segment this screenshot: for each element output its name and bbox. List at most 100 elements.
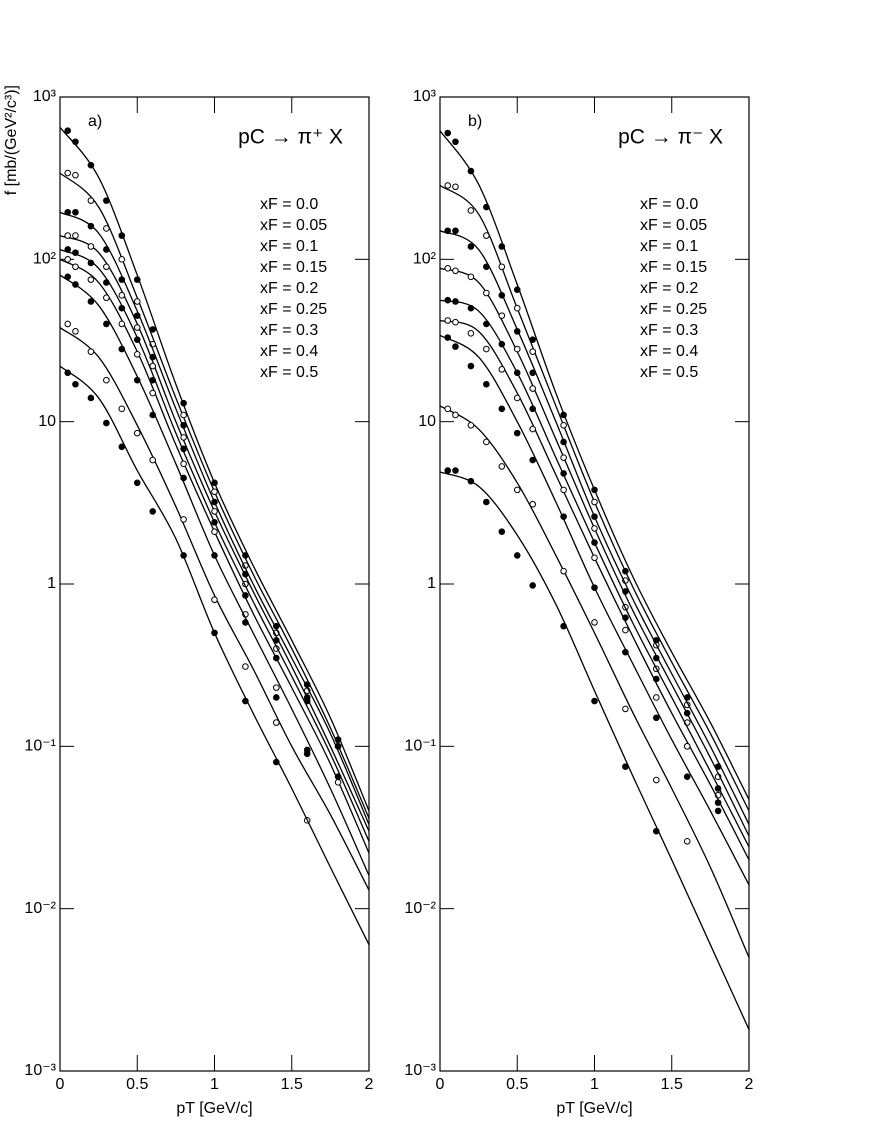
y-tick-label: 10⁻¹: [24, 738, 56, 755]
y-axis-label: f [mb/(GeV²/c³)]: [3, 85, 20, 195]
data-point: [149, 456, 156, 464]
data-point: [103, 419, 110, 427]
plot-frame: [439, 96, 750, 1072]
data-point: [513, 369, 521, 377]
data-point: [683, 838, 691, 845]
x-tick-label: 1: [210, 1076, 219, 1093]
data-point: [560, 486, 567, 494]
data-point: [560, 513, 567, 520]
data-point: [560, 454, 567, 461]
data-point: [498, 528, 506, 535]
data-point: [483, 438, 490, 446]
data-point: [72, 380, 79, 388]
data-point: [529, 582, 537, 589]
data-point: [180, 411, 187, 419]
data-point: [591, 486, 598, 494]
data-point: [452, 467, 459, 474]
data-point: [118, 276, 126, 283]
data-point: [714, 807, 722, 815]
y-tick-label: 10⁻¹: [404, 738, 436, 755]
data-point: [118, 405, 126, 413]
legend-entry: xF = 0.25: [260, 301, 327, 318]
fit-curve: [439, 319, 750, 861]
data-point: [133, 298, 141, 305]
data-point: [529, 348, 537, 355]
data-point: [180, 516, 187, 523]
data-point: [334, 779, 342, 786]
data-point: [452, 267, 459, 275]
legend-entry: xF = 0.05: [260, 217, 327, 234]
data-point: [118, 320, 126, 328]
data-point: [211, 498, 218, 506]
fit-curve: [59, 327, 370, 891]
data-point: [103, 294, 110, 302]
data-point: [64, 256, 72, 263]
data-point: [133, 479, 141, 487]
legend-entry: xF = 0.0: [640, 196, 698, 213]
data-point: [683, 743, 691, 750]
fit-curve: [439, 334, 750, 886]
data-point: [211, 488, 218, 496]
data-point: [211, 552, 218, 559]
data-point: [211, 528, 218, 535]
data-point: [483, 203, 490, 211]
fit-curve: [439, 184, 750, 812]
data-point: [444, 265, 452, 272]
legend-entry: xF = 0.3: [640, 322, 698, 339]
data-point: [273, 719, 280, 726]
data-point: [87, 259, 95, 267]
data-point: [467, 243, 475, 250]
data-point: [513, 552, 521, 559]
y-tick-label: 10: [38, 413, 56, 430]
data-point: [103, 279, 110, 286]
data-point: [483, 320, 490, 328]
data-point: [444, 129, 452, 137]
data-point: [180, 434, 187, 441]
data-point: [64, 246, 72, 253]
data-point: [211, 596, 218, 604]
y-tick-label: 10³: [33, 88, 57, 105]
data-point: [513, 328, 521, 335]
data-point: [653, 694, 660, 701]
data-point: [87, 161, 95, 169]
data-point: [273, 684, 280, 691]
data-point: [452, 411, 459, 419]
data-point: [64, 232, 72, 239]
fit-curve: [439, 299, 750, 848]
x-tick-label: 2: [365, 1076, 374, 1093]
data-point: [467, 421, 475, 429]
panel-label: a): [88, 113, 102, 130]
data-point: [133, 276, 141, 283]
x-axis-label: pT [GeV/c]: [176, 1100, 252, 1117]
data-point: [180, 445, 187, 453]
x-axis-label: pT [GeV/c]: [556, 1100, 632, 1117]
data-point: [103, 197, 110, 204]
data-point: [513, 286, 521, 294]
data-point: [118, 292, 126, 299]
data-point: [211, 629, 218, 637]
data-point: [180, 399, 187, 407]
y-tick-label: 10⁻³: [24, 1062, 56, 1079]
reaction: pC → π⁻ X: [618, 126, 723, 149]
y-tick-label: 10: [418, 413, 436, 430]
data-point: [560, 421, 567, 429]
data-point: [529, 500, 537, 508]
y-tick-label: 10⁻³: [404, 1062, 436, 1079]
data-point: [653, 776, 660, 784]
x-tick-label: 2: [745, 1076, 754, 1093]
data-point: [180, 421, 187, 429]
data-point: [591, 619, 598, 626]
data-point: [334, 743, 342, 750]
data-point: [452, 318, 459, 326]
fit-curve: [439, 471, 750, 1030]
data-point: [72, 208, 79, 216]
data-point: [622, 705, 629, 713]
data-point: [103, 320, 110, 328]
data-point: [211, 479, 218, 487]
y-tick-label: 1: [47, 575, 56, 592]
data-point: [467, 304, 475, 312]
data-point: [242, 663, 249, 670]
data-point: [452, 298, 459, 305]
data-point: [513, 429, 521, 437]
